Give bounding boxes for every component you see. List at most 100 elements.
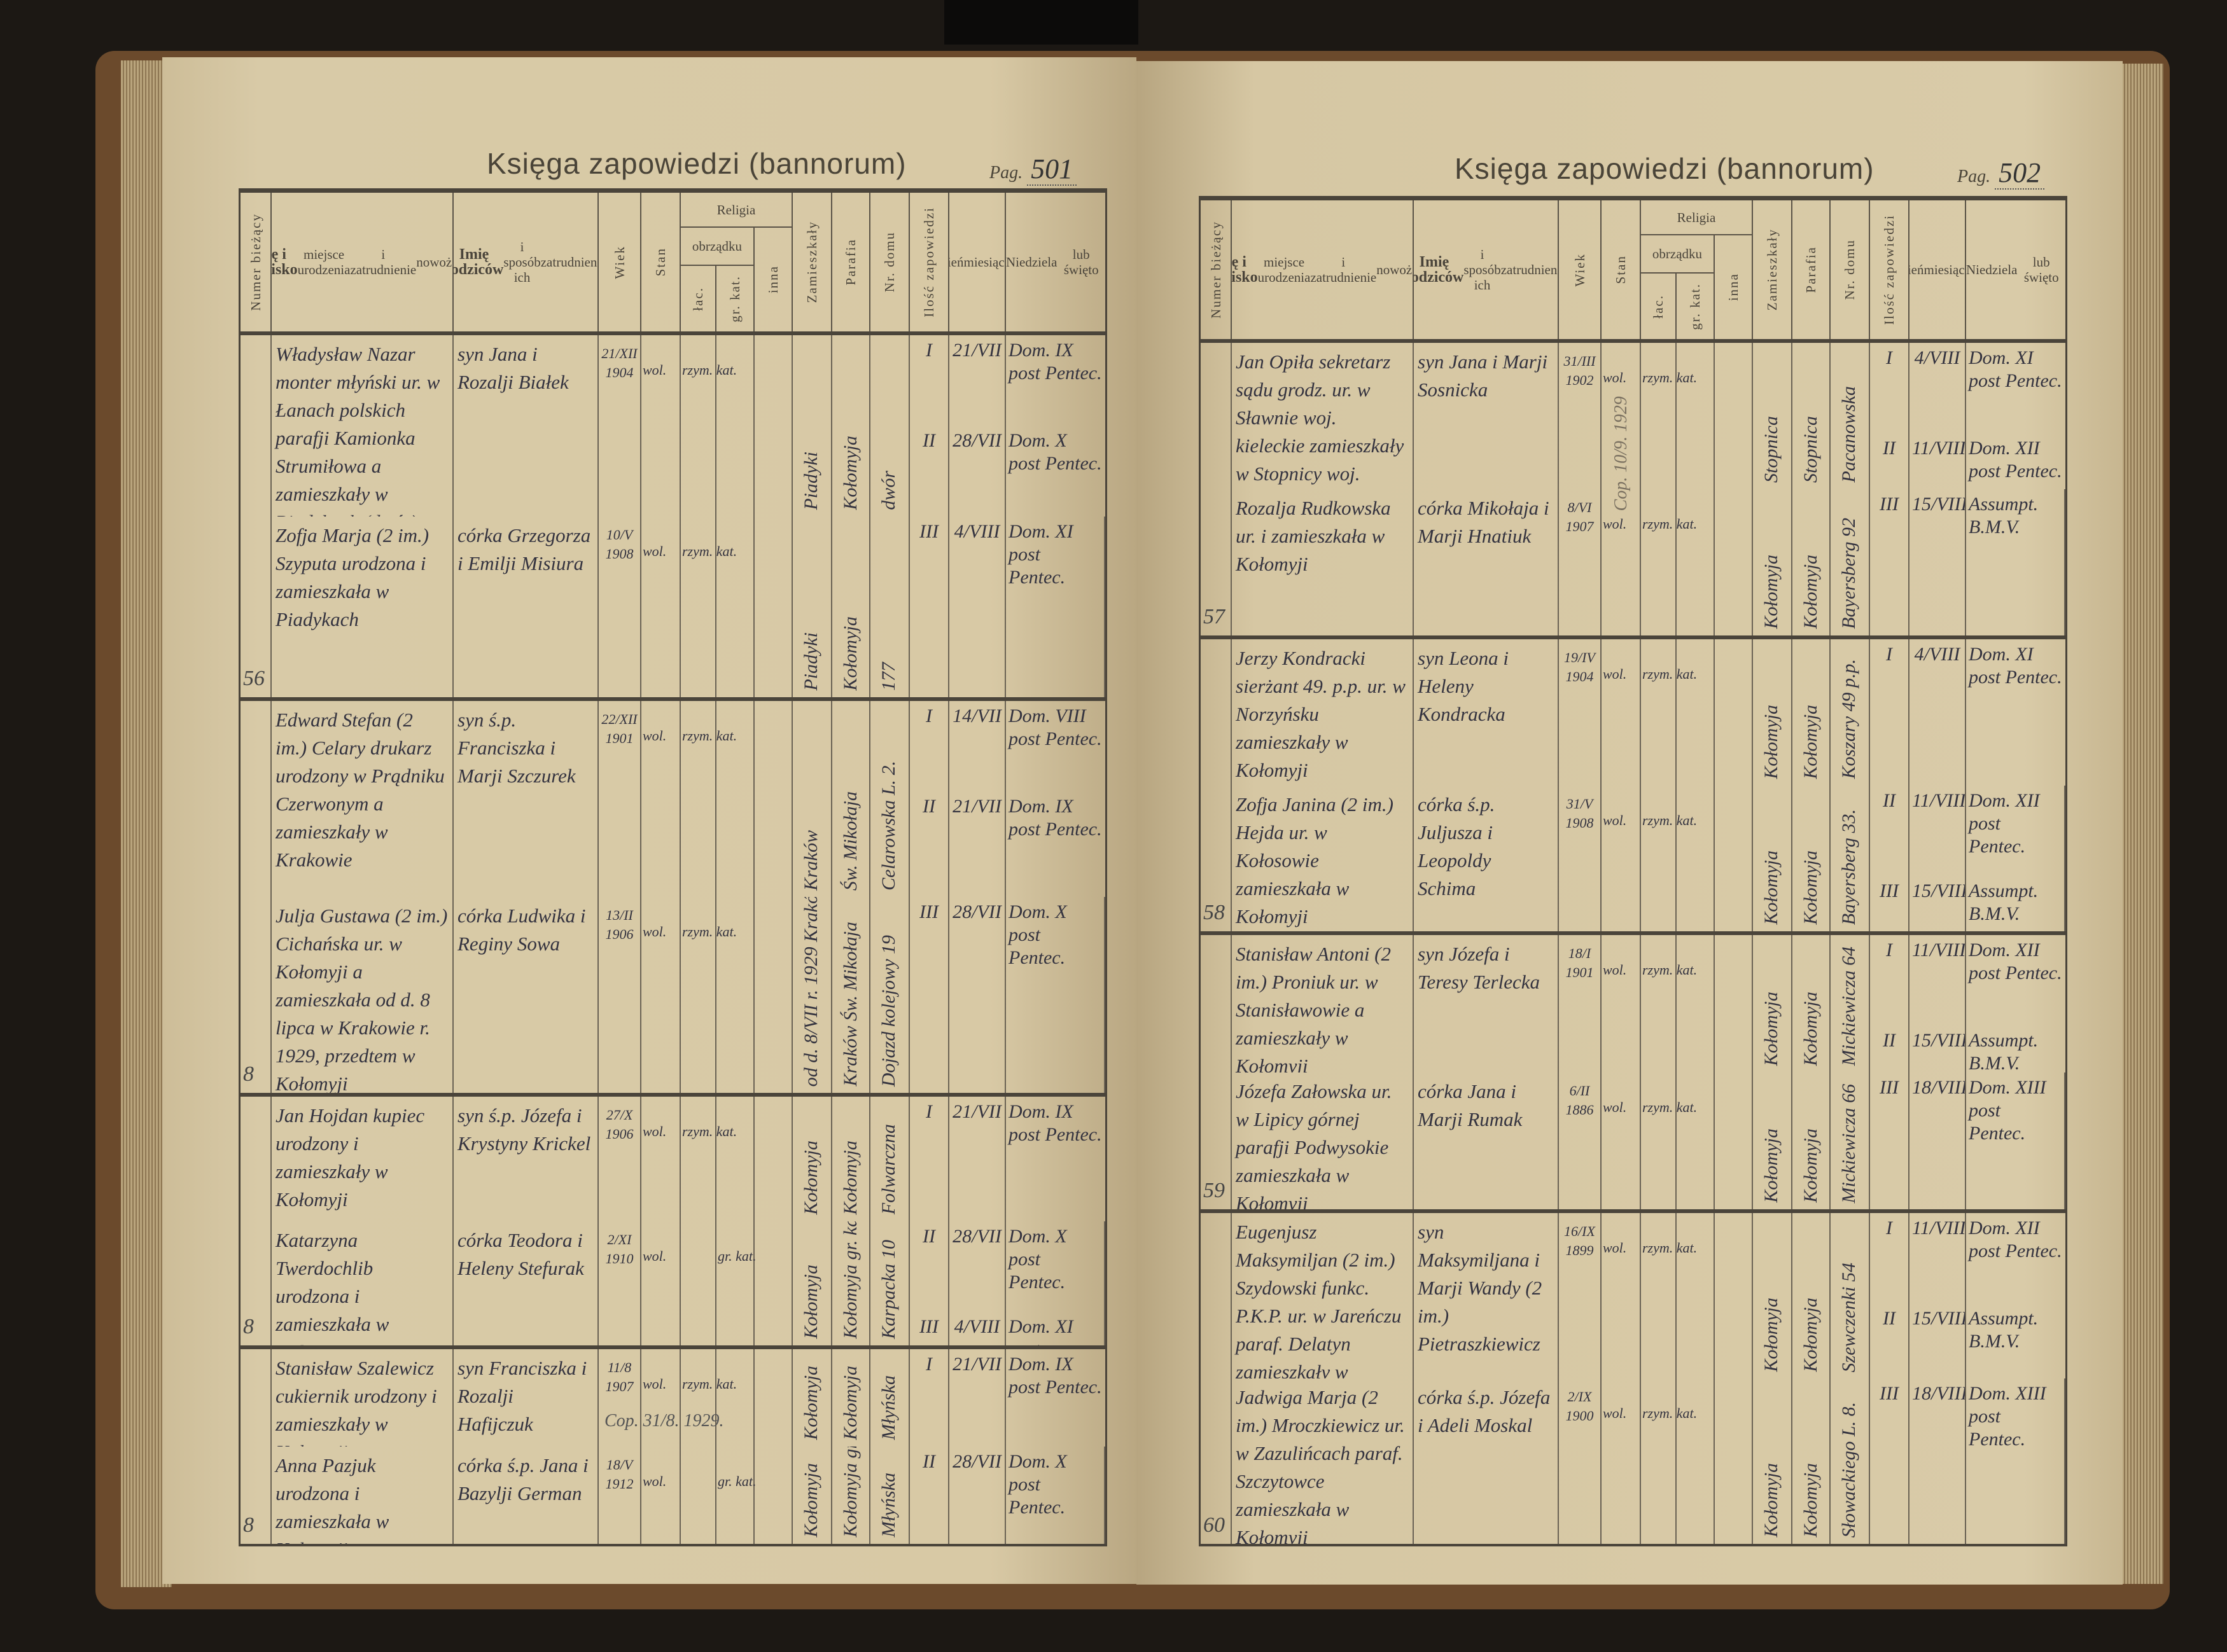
residence: Kołomyja <box>1761 991 1782 1066</box>
residence-cell: Kołomyja <box>793 1221 832 1345</box>
record-number: 8 <box>243 1315 254 1338</box>
person-name-cell: Stanisław Szalewicz cukiernik urodzony i… <box>272 1349 454 1447</box>
marital-status: wol. <box>643 1123 667 1139</box>
header-number: Numer bieżący <box>1201 200 1232 339</box>
religion-lat-cell: rzym. kat. <box>681 1349 737 1447</box>
house-number: Folwarczna <box>878 1124 899 1215</box>
banns-date: 28/VII <box>953 901 1002 922</box>
banns-date-cell: 4/VIII <box>1909 639 1966 786</box>
banns-sunday: Dom. X post Pentec. <box>1009 1451 1067 1518</box>
header-sunday: Niedziela lub święto <box>1006 193 1105 331</box>
header-banns-count: Ilość zapowiedzi <box>910 193 949 331</box>
record-number-cell: 8 <box>241 701 272 1093</box>
residence-cell: Kołomyja <box>793 1097 832 1221</box>
parish: Kraków Św. Mikołaja <box>840 922 861 1086</box>
religion: rzym. kat. <box>682 1376 737 1392</box>
residence: od d. 8/VII r. 1929 Kraków, przedtem Koł… <box>800 897 821 1086</box>
house-number: Dojazd kolejowy 19 <box>878 934 899 1086</box>
banns-date: 4/VIII <box>949 1537 1005 1544</box>
residence: Kołomyja <box>1761 704 1782 779</box>
banns-sunday-cell: Dom. XII post Pentec. Assumpt. B.M.V. <box>1966 785 2065 931</box>
header-parents: Imię rodzicówi sposób ichzatrudnienia <box>454 193 599 331</box>
banns-date-cell: 28/VII 4/VIII <box>949 1221 1006 1345</box>
status-cell: wol. <box>1602 1378 1641 1544</box>
header-rite-label: obrządku <box>1652 246 1703 261</box>
parents-cell: syn Jana i Rozalji Białek <box>454 335 599 517</box>
parish-cell: Kraków Św. Mikołaja <box>832 897 870 1093</box>
age-cell: 31/III 1902 <box>1559 343 1602 489</box>
banns-sunday: Dom. XIII post Pentec. <box>1969 1076 2046 1144</box>
banns-sunday-cell: Dom. IX post Pentec. <box>1006 1097 1105 1221</box>
banns-date: 11/VIII <box>1912 789 1966 811</box>
banns-sunday: Dom. XI post Pentec. <box>1006 1537 1104 1544</box>
status-cell: wol. <box>1602 785 1641 931</box>
religion: rzym. kat. <box>682 362 737 378</box>
banns-number: II <box>1883 438 1895 459</box>
header-house: Nr. domu <box>1831 200 1870 339</box>
residence-cell: Kołomyja <box>1753 1213 1792 1378</box>
parents: syn Jana i Rozalji Białek <box>457 343 569 393</box>
register-table: Numer bieżący Imię i nazwiskomiejsce urod… <box>239 188 1107 1546</box>
record-row: 60 Eugenjusz Maksymiljan (2 im.) Szydowsk… <box>1201 1213 2065 1544</box>
banns-sunday-cell: Dom. X post Pentec. Dom. XI post Pentec. <box>1006 1447 1105 1544</box>
religion: gr. kat. <box>718 1473 757 1489</box>
birth-date: 2/IX 1900 <box>1565 1389 1594 1424</box>
header-status-label: Stan <box>653 247 668 277</box>
religion-other-cell <box>755 1097 793 1221</box>
header-age: Wiek <box>599 193 641 331</box>
banns-date: 4/VIII <box>1914 347 1960 368</box>
parish: Kołomyja <box>1800 704 1821 779</box>
religion-lat-cell: rzym. kat. <box>681 335 737 517</box>
marital-status: wol. <box>643 1473 667 1489</box>
person-name-cell: Julja Gustawa (2 im.) Cichańska ur. w Ko… <box>272 897 454 1093</box>
parish-cell: Kołomyja <box>1792 489 1831 635</box>
residence: Kołomyja <box>1761 850 1782 925</box>
status-cell: wol. <box>1602 489 1641 635</box>
header-parents-title: Imię rodziców <box>1414 254 1464 286</box>
house-number-cell: Słowackiego L. 8. <box>1831 1378 1870 1544</box>
record-number: 60 <box>1203 1513 1225 1537</box>
residence-cell: Kołomyja <box>1753 935 1792 1072</box>
religion-grkat-cell <box>716 1349 755 1447</box>
banns-date-cell: 14/VII 21/VII <box>949 701 1006 897</box>
banns-date: 4/VIII <box>1914 644 1960 665</box>
page-title: Księga zapowiedzi (bannorum) <box>1455 152 1874 185</box>
page-number: Pag. 502 <box>1957 156 2045 190</box>
religion-other-cell <box>1715 1072 1753 1209</box>
status-cell: wol. <box>641 701 681 897</box>
banns-date-cell: 11/VIII 15/VIII <box>1909 1213 1966 1378</box>
banns-sunday-cell: Assumpt. B.M.V. <box>1966 489 2065 635</box>
header-parish: Parafia <box>1792 200 1831 339</box>
person-name-cell: Eugenjusz Maksymiljan (2 im.) Szydowski … <box>1232 1213 1414 1378</box>
residence-cell: Piadyki <box>793 335 832 517</box>
parents: syn ś.p. Franciszka i Marji Szczurek <box>457 709 576 787</box>
birth-date: 31/V 1908 <box>1565 795 1594 831</box>
banns-number: II <box>923 1451 935 1472</box>
header-house-label: Nr. domu <box>882 232 897 293</box>
house-number: Bayersberg 33. <box>1838 809 1859 925</box>
parish: Stopnica <box>1800 416 1821 483</box>
banns-sunday: Dom. XI post Pentec. <box>1969 644 2062 688</box>
religion-grkat-cell <box>716 335 755 517</box>
residence: Piadyki <box>800 451 821 510</box>
parish: Kołomyja <box>1800 1128 1821 1203</box>
residence: Kołomyja <box>800 1463 821 1537</box>
residence: Kołomyja <box>1761 1463 1782 1537</box>
header-name-line: i zatrudnienie <box>1310 254 1377 285</box>
header-lat-label: łac. <box>1651 294 1666 319</box>
banns-number: I <box>1886 940 1892 961</box>
page-edges-right <box>2119 64 2163 1584</box>
banns-sunday: Dom. IX post Pentec. <box>1009 340 1102 384</box>
residence-cell: Kołomyja <box>793 1447 832 1544</box>
header-grkat-label: gr. kat. <box>1687 282 1703 330</box>
birth-date: 18/V 1912 <box>605 1457 634 1492</box>
residence-cell: Kołomyja <box>1753 639 1792 786</box>
banns-number: I <box>1886 347 1892 368</box>
header-name-line: i zatrudnienie <box>350 247 417 277</box>
religion-grkat-cell <box>1677 343 1715 489</box>
parents-cell: syn ś.p. Franciszka i Marji Szczurek <box>454 701 599 897</box>
parish: Kołomyja <box>1800 991 1821 1066</box>
banns-sunday-cell: Dom. XI post Pentec. Dom. XII post Pentec… <box>1966 343 2065 489</box>
banns-date-cell: 28/VII 4/VIII <box>949 1447 1006 1544</box>
